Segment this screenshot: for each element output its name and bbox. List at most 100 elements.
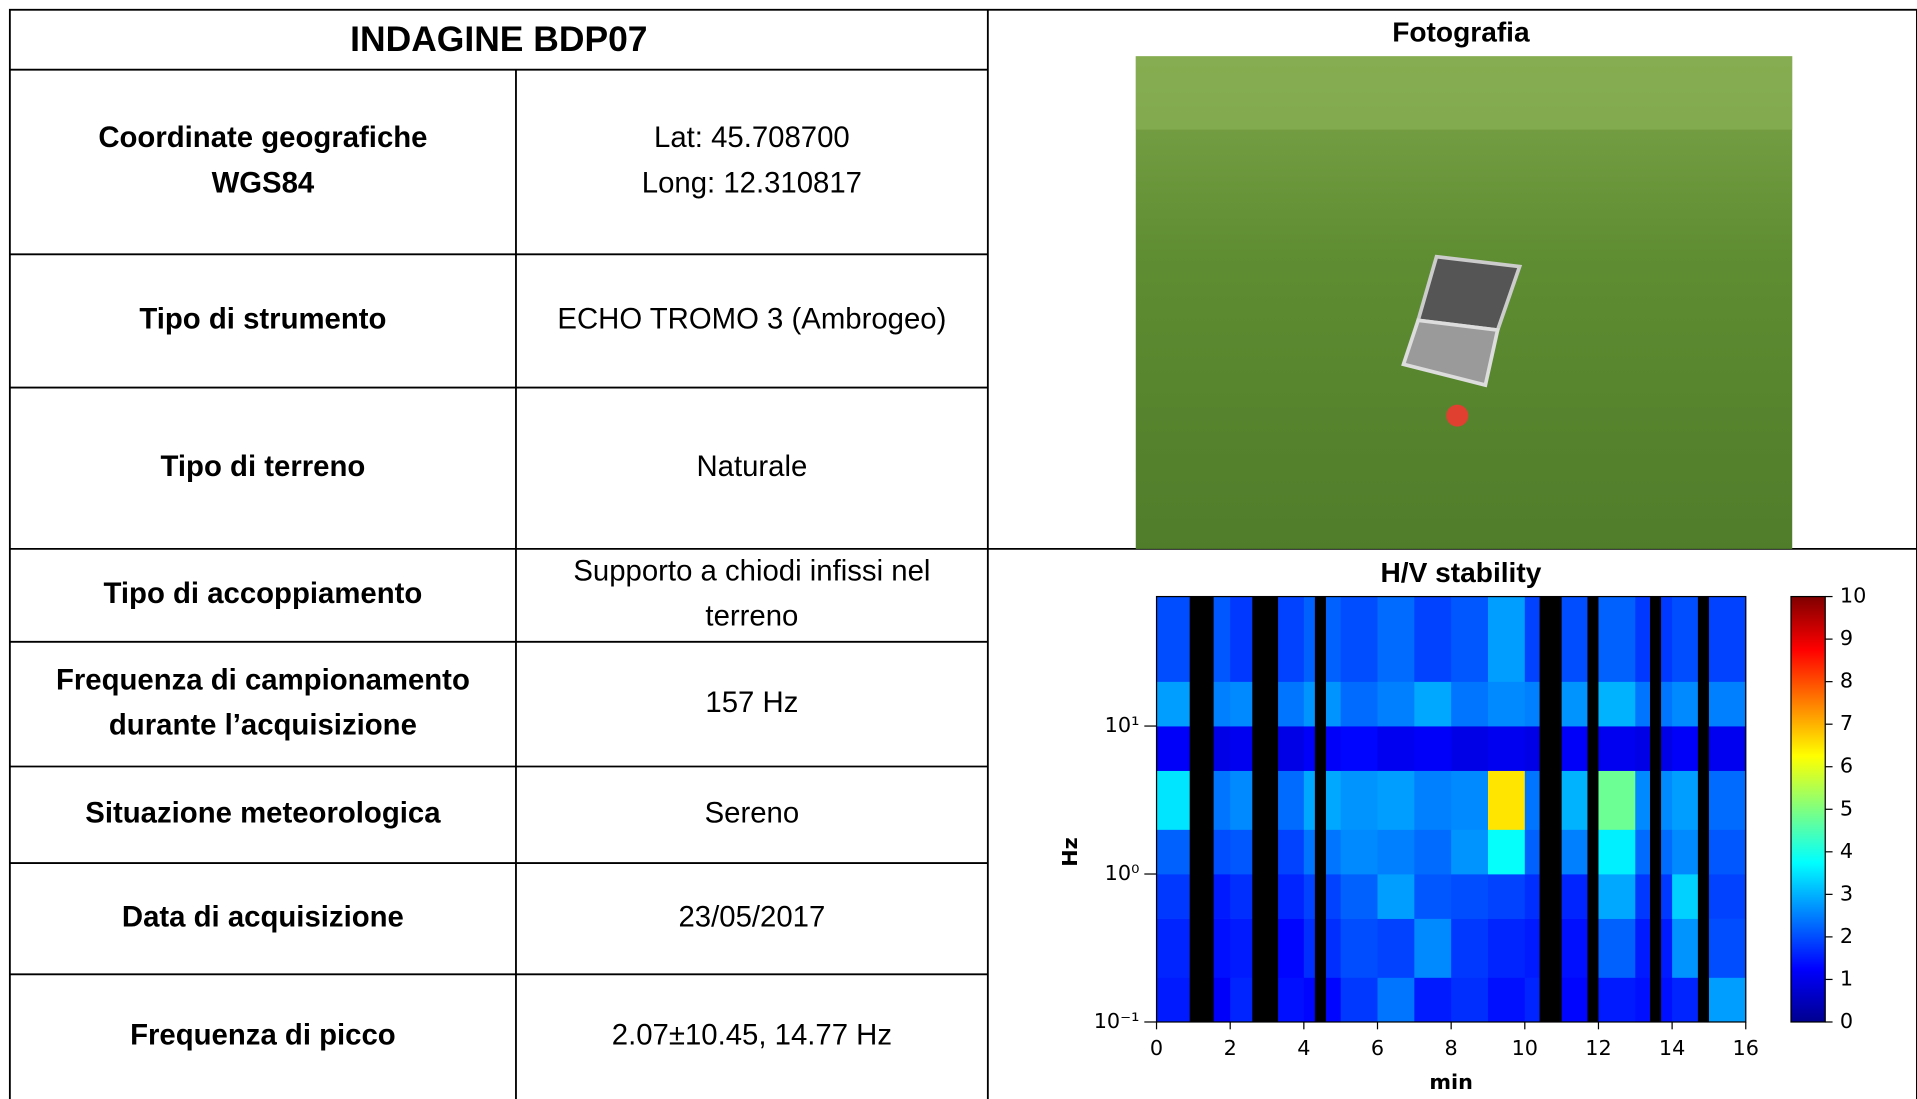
- row-label: Data di acquisizione: [122, 900, 404, 933]
- heat-cell: [1598, 681, 1636, 727]
- heat-cell: [1156, 874, 1194, 919]
- row-value: Long: 12.310817: [642, 166, 862, 199]
- x-tick-label: 16: [1733, 1036, 1759, 1060]
- row-value: Naturale: [696, 450, 807, 483]
- table-title: INDAGINE BDP07: [350, 19, 647, 59]
- heat-cell: [1598, 829, 1636, 875]
- heat-cell: [1708, 726, 1747, 771]
- heat-cell: [1340, 596, 1378, 682]
- heat-cell: [1414, 829, 1452, 875]
- heat-cell: [1414, 596, 1452, 682]
- heat-cell: [1487, 874, 1526, 919]
- x-tick-label: 6: [1371, 1036, 1384, 1060]
- rejected-window: [1314, 596, 1326, 1022]
- heat-cell: [1598, 977, 1636, 1023]
- photo: [1135, 56, 1793, 549]
- heat-cell: [1708, 681, 1747, 727]
- heat-cell: [1598, 874, 1636, 919]
- colorbar-tick-label: 8: [1840, 669, 1853, 693]
- chart-title: H/V stability: [1380, 557, 1541, 588]
- row-label: WGS84: [212, 166, 315, 199]
- heat-cell: [1340, 681, 1378, 727]
- row-label: Situazione meteorologica: [85, 797, 441, 830]
- heat-cell: [1451, 726, 1489, 771]
- colorbar-tick-label: 2: [1840, 924, 1853, 948]
- heat-cell: [1377, 681, 1415, 727]
- row-label: Frequenza di campionamento: [56, 663, 470, 696]
- rejected-window: [1539, 596, 1562, 1022]
- row-label: Tipo di strumento: [139, 303, 386, 336]
- heat-cell: [1598, 726, 1636, 771]
- heat-cell: [1708, 977, 1747, 1023]
- heat-cell: [1487, 918, 1526, 978]
- row-value: Supporto a chiodi infissi nel: [573, 554, 930, 587]
- heat-cell: [1377, 977, 1415, 1023]
- heat-cell: [1377, 874, 1415, 919]
- colorbar: [1790, 595, 1826, 1023]
- rejected-window: [1587, 596, 1599, 1022]
- colorbar-tick-label: 0: [1840, 1009, 1853, 1033]
- heat-cell: [1598, 918, 1636, 978]
- heat-cell: [1487, 681, 1526, 727]
- heat-cell: [1340, 918, 1378, 978]
- heat-cell: [1340, 829, 1378, 875]
- rejected-window: [1252, 596, 1279, 1022]
- row-value: Sereno: [705, 797, 800, 830]
- x-tick-label: 14: [1659, 1036, 1685, 1060]
- colorbar-tick-label: 4: [1840, 839, 1853, 863]
- x-tick-label: 2: [1224, 1036, 1237, 1060]
- heat-cell: [1598, 770, 1636, 830]
- heat-cell: [1451, 874, 1489, 919]
- photo-title: Fotografia: [1392, 17, 1530, 48]
- heat-cell: [1451, 681, 1489, 727]
- y-tick-label: 10¹: [1105, 713, 1140, 737]
- y-axis-label: Hz: [1058, 837, 1082, 866]
- row-label: Frequenza di picco: [130, 1018, 396, 1051]
- rejected-window: [1650, 596, 1662, 1022]
- heat-cell: [1156, 829, 1194, 875]
- row-label: Tipo di terreno: [161, 450, 366, 483]
- heat-cell: [1487, 770, 1526, 830]
- heat-cell: [1414, 770, 1452, 830]
- row-label: Tipo di accoppiamento: [103, 577, 422, 610]
- heat-cell: [1598, 596, 1636, 682]
- row-value: 157 Hz: [705, 686, 798, 719]
- heat-cell: [1451, 596, 1489, 682]
- row-value: 23/05/2017: [679, 900, 826, 933]
- heat-cell: [1487, 596, 1526, 682]
- heat-cell: [1487, 726, 1526, 771]
- heat-cell: [1451, 918, 1489, 978]
- heat-cell: [1414, 918, 1452, 978]
- heat-cell: [1156, 596, 1194, 682]
- heat-cell: [1340, 770, 1378, 830]
- heat-cell: [1377, 596, 1415, 682]
- row-value: 2.07±10.45, 14.77 Hz: [612, 1018, 892, 1051]
- row-value: ECHO TROMO 3 (Ambrogeo): [557, 303, 946, 336]
- heat-cell: [1414, 977, 1452, 1023]
- rejected-window: [1189, 596, 1214, 1022]
- heat-cell: [1340, 977, 1378, 1023]
- heat-cell: [1156, 977, 1194, 1023]
- heat-cell: [1708, 596, 1747, 682]
- heat-cell: [1414, 726, 1452, 771]
- heat-cell: [1708, 829, 1747, 875]
- heat-cell: [1487, 977, 1526, 1023]
- heat-cell: [1377, 726, 1415, 771]
- x-tick-label: 10: [1512, 1036, 1538, 1060]
- heat-cell: [1156, 770, 1194, 830]
- heat-cell: [1377, 918, 1415, 978]
- heat-cell: [1377, 829, 1415, 875]
- colorbar-tick-label: 7: [1840, 711, 1853, 735]
- row-value: terreno: [705, 600, 798, 633]
- x-tick-label: 0: [1150, 1036, 1163, 1060]
- colorbar-tick-label: 6: [1840, 754, 1853, 778]
- heat-cell: [1340, 726, 1378, 771]
- x-tick-label: 4: [1297, 1036, 1310, 1060]
- x-axis-label: min: [1429, 1070, 1473, 1094]
- heat-cell: [1708, 874, 1747, 919]
- colorbar-tick-label: 1: [1840, 966, 1853, 990]
- heat-cell: [1414, 874, 1452, 919]
- heat-cell: [1451, 829, 1489, 875]
- heat-cell: [1487, 829, 1526, 875]
